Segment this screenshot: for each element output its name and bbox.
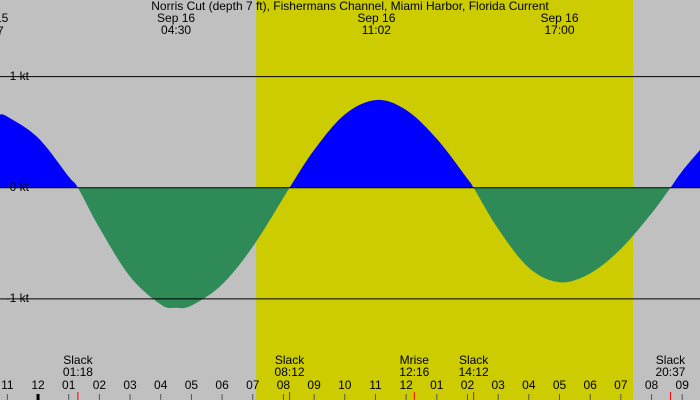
x-tick-label: 01	[430, 378, 444, 392]
x-tick-label: 01	[62, 378, 76, 392]
event-label: Slack	[459, 353, 489, 367]
event-time: 12:16	[399, 365, 429, 379]
event-label: Mrise	[400, 353, 430, 367]
x-tick-label: 03	[123, 378, 137, 392]
event-time: 20:37	[655, 365, 685, 379]
event-time: 14:12	[459, 365, 489, 379]
edge-label: 7	[0, 24, 4, 38]
x-tick-label: 06	[215, 378, 229, 392]
extreme-date: Sep 16	[540, 11, 578, 25]
x-tick-label: 09	[307, 378, 321, 392]
x-tick-label: 12	[31, 378, 45, 392]
x-tick-label: 10	[338, 378, 352, 392]
event-time: 08:12	[275, 365, 305, 379]
extreme-date: Sep 16	[357, 11, 395, 25]
extreme-date: Sep 16	[157, 11, 195, 25]
x-tick-label: 02	[461, 378, 475, 392]
x-tick-label: 06	[584, 378, 598, 392]
x-tick-label: 05	[553, 378, 567, 392]
x-tick-label: 03	[491, 378, 505, 392]
x-tick-label: 02	[93, 378, 107, 392]
y-tick-label: 0 kt	[10, 180, 30, 194]
x-tick-label: 04	[522, 378, 536, 392]
edge-label: 15	[0, 11, 9, 25]
y-tick-label: -1 kt	[6, 291, 30, 305]
current-area	[0, 99, 700, 309]
extreme-time: 04:30	[161, 23, 191, 37]
x-tick-label: 05	[185, 378, 199, 392]
event-time: 01:18	[63, 365, 93, 379]
y-tick-label: 1 kt	[10, 69, 30, 83]
extreme-time: 11:02	[362, 23, 391, 37]
x-tick-label: 07	[614, 378, 628, 392]
x-tick-label: 11	[369, 378, 382, 392]
x-tick-label: 04	[154, 378, 168, 392]
event-label: Slack	[63, 353, 93, 367]
x-tick-label: 11	[1, 378, 14, 392]
x-tick-label: 08	[277, 378, 291, 392]
event-label: Slack	[656, 353, 686, 367]
x-tick-label: 09	[676, 378, 690, 392]
extreme-time: 17:00	[544, 23, 574, 37]
event-label: Slack	[275, 353, 305, 367]
chart-title: Norris Cut (depth 7 ft), Fishermans Chan…	[151, 0, 549, 13]
x-tick-label: 12	[399, 378, 413, 392]
x-tick-label: 07	[246, 378, 260, 392]
x-tick-label: 08	[645, 378, 659, 392]
